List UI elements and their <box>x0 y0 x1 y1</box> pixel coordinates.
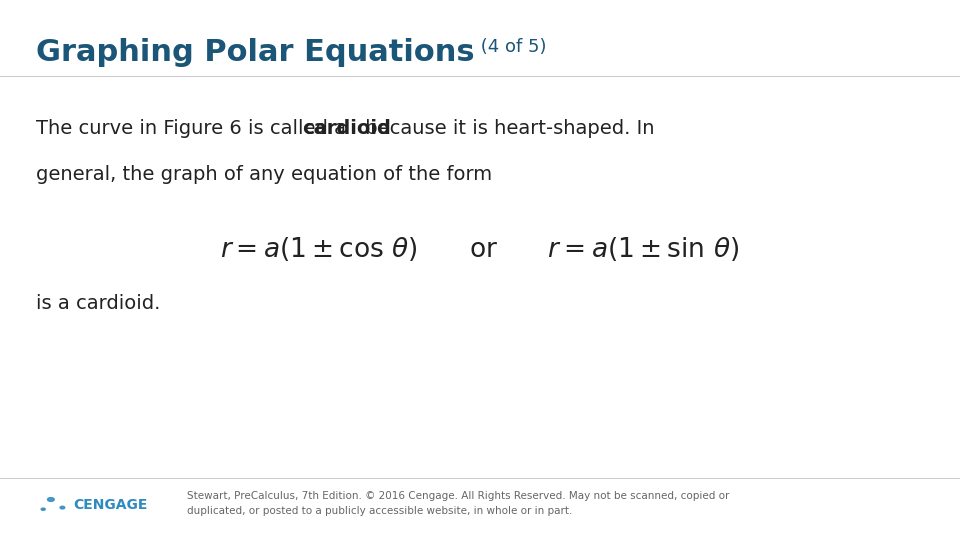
Text: cardioid: cardioid <box>302 119 392 138</box>
Text: $r = a\left(1\pm\cos\,\theta\right)\qquad\mathrm{or}\qquad r = a\left(1\pm\sin\,: $r = a\left(1\pm\cos\,\theta\right)\qqua… <box>221 235 739 263</box>
Text: The curve in Figure 6 is called a: The curve in Figure 6 is called a <box>36 119 352 138</box>
Text: Graphing Polar Equations: Graphing Polar Equations <box>36 38 475 67</box>
Circle shape <box>41 508 45 510</box>
Text: is a cardioid.: is a cardioid. <box>36 294 161 313</box>
Text: Stewart, PreCalculus, 7th Edition. © 2016 Cengage. All Rights Reserved. May not : Stewart, PreCalculus, 7th Edition. © 201… <box>187 491 730 516</box>
Text: (4 of 5): (4 of 5) <box>475 38 546 56</box>
Circle shape <box>47 498 54 501</box>
Text: general, the graph of any equation of the form: general, the graph of any equation of th… <box>36 165 492 184</box>
Text: CENGAGE: CENGAGE <box>73 498 147 512</box>
Circle shape <box>60 507 64 509</box>
Text: because it is heart-shaped. In: because it is heart-shaped. In <box>359 119 655 138</box>
